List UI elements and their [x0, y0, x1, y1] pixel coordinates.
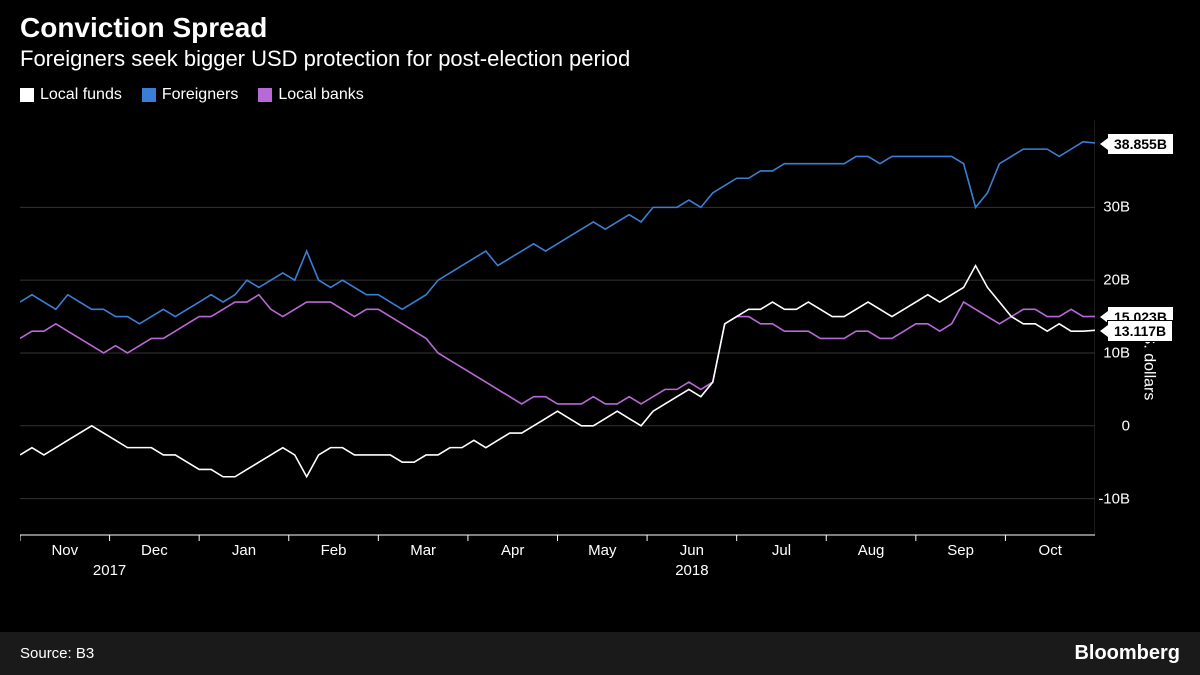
y-tick-label: 20B [1103, 272, 1130, 289]
legend-label: Local banks [278, 86, 363, 104]
legend-item-local-banks: Local banks [258, 86, 363, 104]
end-label-foreigners: 38.855B [1107, 133, 1174, 155]
x-tick-label: Jun [680, 542, 704, 559]
legend-swatch [258, 88, 272, 102]
x-tick-label: Sep [947, 542, 974, 559]
y-tick-label: 0 [1122, 417, 1130, 434]
series-line-local-banks [20, 295, 1095, 404]
x-tick-label: Oct [1039, 542, 1063, 559]
legend-swatch [20, 88, 34, 102]
legend: Local funds Foreigners Local banks [0, 80, 1200, 110]
legend-item-local-funds: Local funds [20, 86, 122, 104]
chart-subtitle: Foreigners seek bigger USD protection fo… [20, 46, 1180, 72]
x-tick-label: Apr [501, 542, 524, 559]
footer: Source: B3 Bloomberg [0, 632, 1200, 675]
x-tick-label: Mar [410, 542, 436, 559]
legend-item-foreigners: Foreigners [142, 86, 238, 104]
x-tick-label: Nov [51, 542, 78, 559]
y-tick-label: 30B [1103, 199, 1130, 216]
source-text: Source: B3 [20, 645, 94, 662]
y-tick-label: 10B [1103, 344, 1130, 361]
chart-title: Conviction Spread [20, 12, 1180, 44]
x-tick-label: May [588, 542, 617, 559]
x-tick-label: Jan [232, 542, 256, 559]
series-line-local-funds [20, 266, 1095, 477]
legend-swatch [142, 88, 156, 102]
x-year-label: 2017 [93, 562, 126, 579]
legend-label: Foreigners [162, 86, 238, 104]
y-tick-label: -10B [1098, 490, 1130, 507]
end-label-local-funds: 13.117B [1107, 320, 1173, 342]
chart-area: Nov Dec Jan Feb Mar Apr May Jun Jul Aug Sep Oct 2017… [20, 120, 1095, 580]
brand-logo: Bloomberg [1074, 642, 1180, 665]
x-tick-label: Feb [321, 542, 347, 559]
chart-svg: Nov Dec Jan Feb Mar Apr May Jun Jul Aug Sep Oct 2017… [20, 120, 1095, 580]
x-year-label: 2018 [675, 562, 708, 579]
x-tick-label: Dec [141, 542, 168, 559]
x-tick-label: Aug [858, 542, 885, 559]
series-line-foreigners [20, 142, 1095, 324]
legend-label: Local funds [40, 86, 122, 104]
x-tick-label: Jul [772, 542, 791, 559]
